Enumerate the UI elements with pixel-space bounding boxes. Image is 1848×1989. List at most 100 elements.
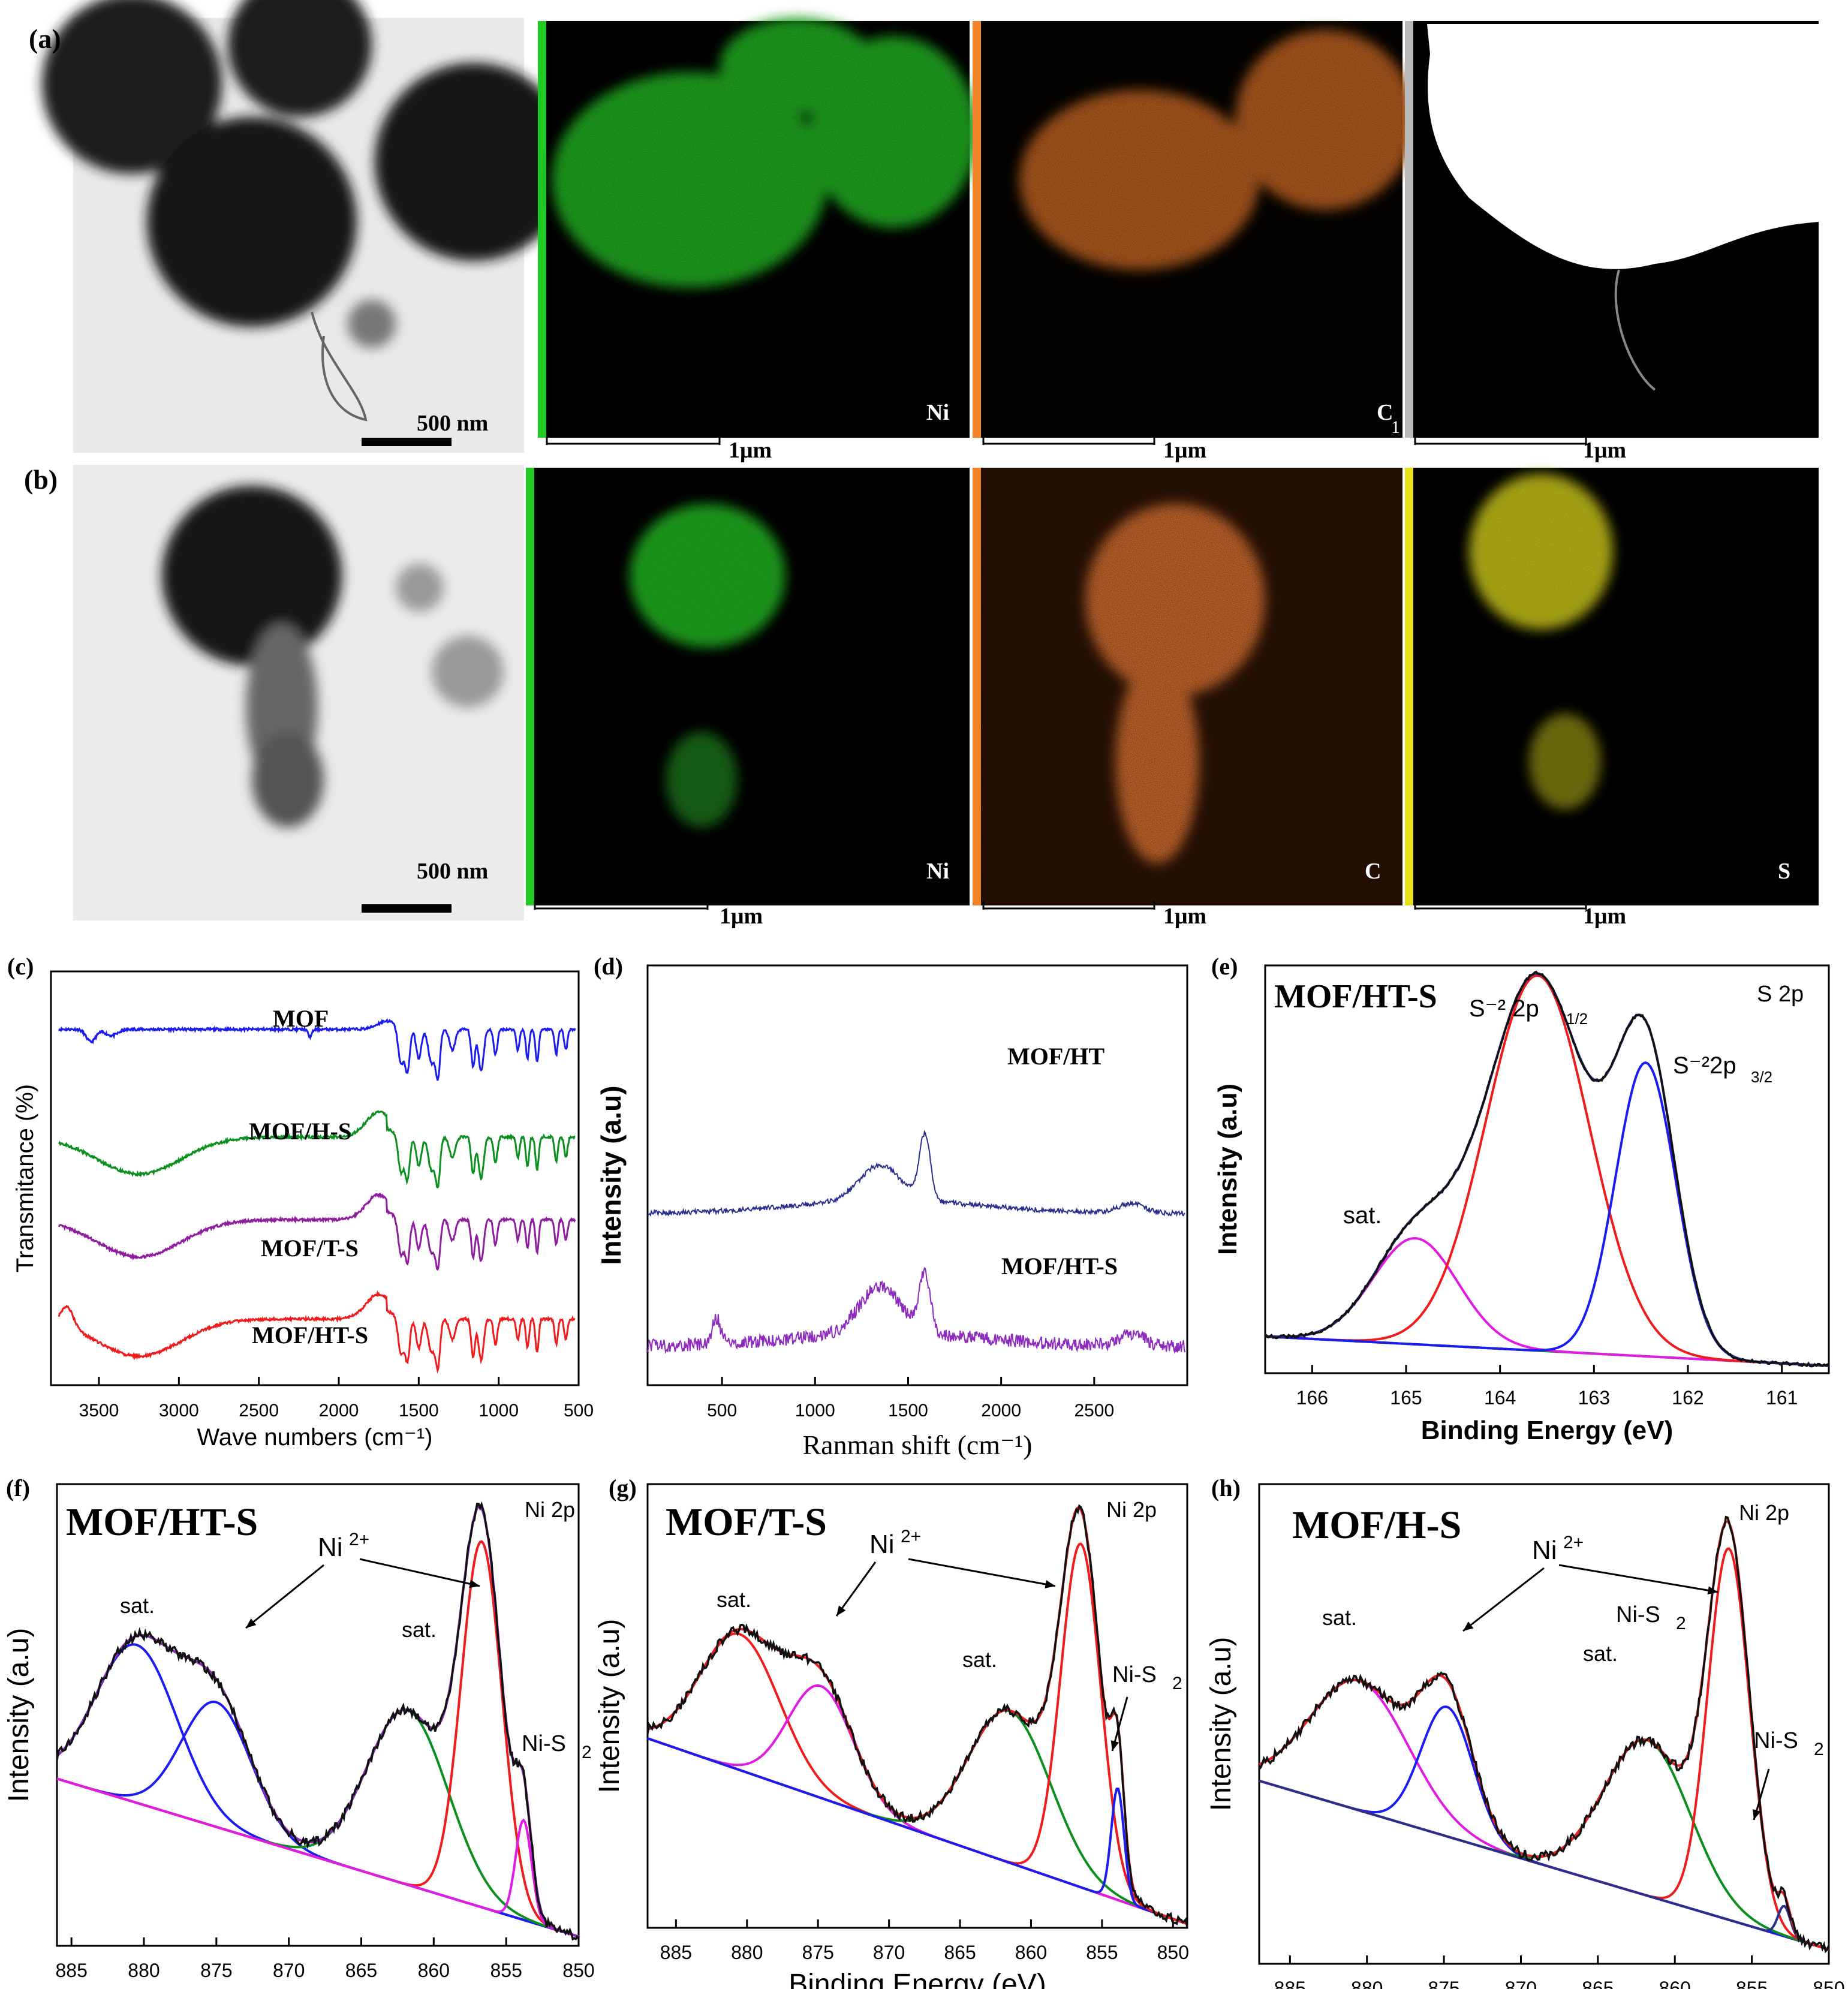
s-map-a-signal <box>1427 24 1819 269</box>
ftir-legend-3: MOF/HT-S <box>252 1322 368 1349</box>
g-xtick-label: 865 <box>944 1942 976 1963</box>
h-sat2: sat. <box>1583 1641 1618 1666</box>
ni-map-a-label: Ni <box>926 400 949 425</box>
g-nis-sub: 2 <box>1172 1674 1182 1693</box>
tem-particles-a <box>42 0 573 348</box>
panel-label-b: (b) <box>24 464 58 495</box>
f-arrowhead-0 <box>246 1618 257 1628</box>
c-xtick-label: 3500 <box>79 1401 119 1421</box>
map-scale-a3: 1μm <box>1583 438 1626 463</box>
h-ni-sup: 2+ <box>1563 1533 1584 1552</box>
g-ylabel: Intensity (a.u) <box>594 1619 625 1794</box>
d-xtick-label: 1500 <box>888 1401 928 1421</box>
f-data <box>56 1501 580 1941</box>
scale-bar-tem-b <box>362 904 452 913</box>
f-xtick-label: 875 <box>200 1960 232 1981</box>
panel-label-f: (f) <box>6 1475 30 1501</box>
map-scalebars-b: 1μm 1μm 1μm <box>534 901 1626 929</box>
c-map-a-stray: 1 <box>1391 417 1400 437</box>
raman-legend-1: MOF/HT-S <box>1001 1253 1118 1280</box>
h-nis-sub: 2 <box>1814 1740 1824 1759</box>
e-ann-sat: sat. <box>1343 1202 1382 1229</box>
f-corner: Ni 2p <box>525 1497 575 1522</box>
xps-s2p-chart: 166 165 164 163 162 161 Binding Energy (eV) Int… <box>1213 964 1830 1445</box>
e-xtick-label: 161 <box>1766 1387 1798 1409</box>
f-frame <box>56 1483 580 1947</box>
h-xtick-label: 880 <box>1351 1978 1383 1989</box>
h-nis1-sub: 2 <box>1676 1614 1686 1633</box>
f-arrowhead-1 <box>469 1579 480 1588</box>
panel-label-h: (h) <box>1211 1475 1241 1501</box>
xps-ni2p-ht-s-chart: 885 880 875 870 865 860 855 850 Binding Energy (… <box>3 1483 595 1989</box>
ftir-series-1 <box>58 1110 576 1189</box>
scale-label-tem-b: 500 nm <box>417 859 488 884</box>
g-xtick-label: 880 <box>731 1942 763 1963</box>
ftir-legend-0: MOF <box>273 1005 329 1032</box>
f-arrow-1 <box>359 1558 480 1587</box>
d-xtick-label: 500 <box>707 1401 737 1421</box>
f-component-4 <box>56 1777 579 1938</box>
h-envelope <box>1259 1520 1829 1951</box>
ftir-series-2 <box>58 1193 576 1271</box>
ni-map-b-scalebar <box>526 468 534 905</box>
c-xtick-label: 1500 <box>399 1401 439 1421</box>
g-sat2: sat. <box>962 1647 997 1672</box>
h-xtick-label: 885 <box>1274 1978 1306 1989</box>
f-xtick-label: 855 <box>490 1960 522 1981</box>
g-xtick-label: 860 <box>1015 1942 1047 1963</box>
g-frame <box>646 1483 1188 1929</box>
f-sat1: sat. <box>120 1593 155 1618</box>
g-component-0 <box>647 1632 1188 1925</box>
h-xtick-label: 875 <box>1428 1978 1459 1989</box>
h-xtick-label: 855 <box>1736 1978 1768 1989</box>
f-xtick-label: 885 <box>55 1960 87 1981</box>
g-corner: Ni 2p <box>1106 1497 1157 1522</box>
c-xtick-label: 500 <box>564 1401 594 1421</box>
f-ylabel: Intensity (a.u) <box>3 1628 35 1803</box>
g-sat1: sat. <box>717 1587 751 1612</box>
e-ylabel: Intensity (a.u) <box>1213 1084 1242 1255</box>
panel-label-d: (d) <box>594 953 623 980</box>
s-map-a-scalebar <box>1405 21 1413 438</box>
c-xtick-label: 1000 <box>478 1401 519 1421</box>
c-map-b-scalebar <box>973 468 981 905</box>
map-scale-b1: 1μm <box>720 904 763 929</box>
g-xtick-label: 850 <box>1157 1942 1189 1963</box>
tem-particles-b <box>162 486 504 828</box>
c-map-a-scalebar <box>973 21 981 438</box>
g-component-4 <box>647 1737 1188 1925</box>
panel-label-c: (c) <box>7 953 34 980</box>
e-component-0 <box>1265 1236 1829 1367</box>
h-nis1: Ni-S <box>1616 1602 1660 1627</box>
g-data <box>646 1504 1188 1928</box>
h-xtick-label: 850 <box>1813 1978 1844 1989</box>
ftir-chart: 3500 3000 2500 2000 1500 1000 500 Wave numbers … <box>12 970 594 1451</box>
g-arrow-1 <box>908 1558 1056 1587</box>
g-arrowhead-0 <box>836 1605 846 1616</box>
h-frame <box>1258 1483 1830 1965</box>
raman-series-1 <box>647 1267 1186 1355</box>
d-ylabel: Intensity (a.u) <box>595 1085 627 1265</box>
d-xtick-label: 2000 <box>981 1401 1021 1421</box>
h-sat1: sat. <box>1322 1605 1357 1630</box>
h-component-0 <box>1259 1678 1829 1951</box>
h-component-1 <box>1259 1705 1829 1951</box>
g-arrow-0 <box>835 1561 877 1617</box>
h-xtick-label: 870 <box>1505 1978 1537 1989</box>
h-corner: Ni 2p <box>1739 1500 1789 1525</box>
scale-bar-tem-a <box>362 438 452 446</box>
panel-label-g: (g) <box>609 1475 637 1501</box>
h-ylabel: Intensity (a.u) <box>1205 1637 1237 1812</box>
scale-label-tem-a: 500 nm <box>417 411 488 436</box>
f-nis-sub: 2 <box>582 1743 592 1762</box>
e-ann-s12-sub: 1/2 <box>1566 1010 1588 1028</box>
map-scale-b3: 1μm <box>1583 904 1626 929</box>
e-title: MOF/HT-S <box>1274 978 1437 1015</box>
raman-legend-0: MOF/HT <box>1007 1043 1105 1070</box>
f-arrow-0 <box>245 1564 324 1629</box>
f-title: MOF/HT-S <box>66 1500 258 1544</box>
g-xtick-label: 875 <box>802 1942 834 1963</box>
h-xtick-label: 860 <box>1659 1978 1691 1989</box>
h-ni: Ni <box>1532 1536 1557 1565</box>
g-xtick-label: 870 <box>873 1942 905 1963</box>
